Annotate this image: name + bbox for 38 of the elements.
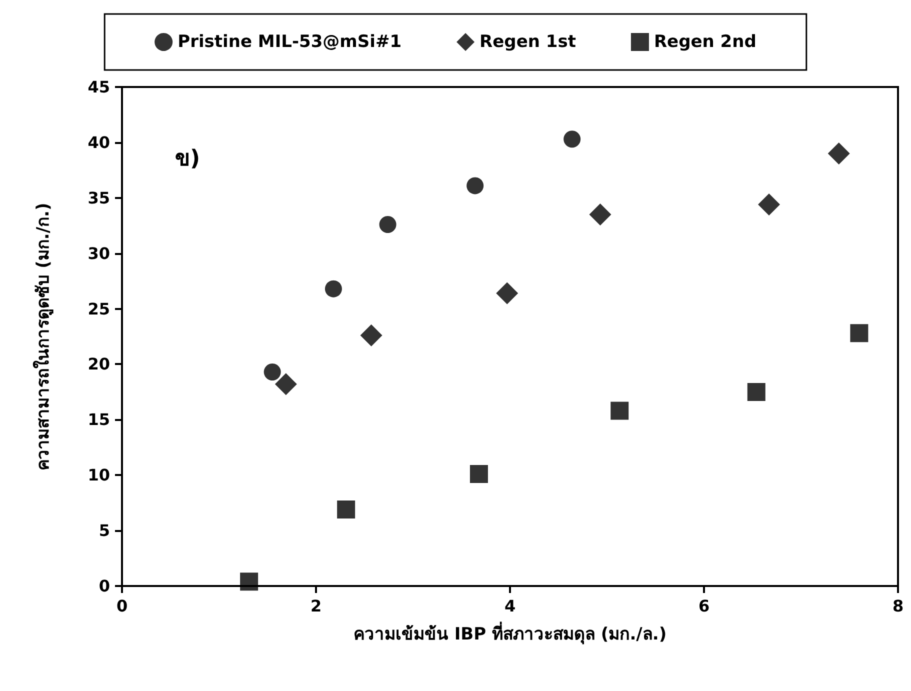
point bbox=[470, 465, 488, 483]
legend-label: Regen 2nd bbox=[654, 32, 756, 52]
y-tick-label: 15 bbox=[88, 410, 110, 430]
point bbox=[274, 373, 297, 396]
point bbox=[758, 194, 780, 216]
x-axis-title: ความเข้มข้น IBP ที่สภาวะสมดุล (มก./ล.) bbox=[353, 622, 667, 644]
point bbox=[496, 282, 518, 304]
point bbox=[264, 363, 281, 380]
point bbox=[466, 177, 484, 194]
x-tick-label: 6 bbox=[698, 596, 710, 616]
y-tick-label: 10 bbox=[88, 466, 110, 485]
y-tick-label: 25 bbox=[88, 299, 110, 318]
point bbox=[337, 500, 356, 518]
x-tick-label: 0 bbox=[116, 596, 128, 616]
point bbox=[610, 402, 629, 420]
y-tick-label: 0 bbox=[98, 576, 110, 596]
legend-label: Pristine MIL-53@mSi#1 bbox=[178, 32, 402, 52]
y-tick-label: 5 bbox=[98, 521, 110, 540]
y-tick-label: 20 bbox=[88, 354, 110, 374]
y-tick-label: 35 bbox=[88, 188, 110, 208]
point bbox=[324, 280, 342, 298]
point bbox=[240, 572, 258, 591]
x-tick-label: 4 bbox=[504, 596, 516, 616]
legend-label: Regen 1st bbox=[480, 32, 576, 52]
annotation: ข) bbox=[175, 146, 200, 172]
point bbox=[828, 142, 850, 165]
point bbox=[747, 382, 766, 401]
y-tick-label: 45 bbox=[88, 78, 110, 96]
point bbox=[360, 324, 382, 346]
x-tick-label: 8 bbox=[892, 596, 904, 616]
y-axis-title: ความสามารถในการดูดซับ (มก./ก.) bbox=[32, 202, 54, 470]
y-tick-label: 40 bbox=[88, 132, 110, 152]
point bbox=[379, 216, 396, 233]
x-tick-label: 2 bbox=[310, 596, 322, 616]
y-tick-label: 30 bbox=[88, 244, 110, 263]
point bbox=[589, 204, 612, 226]
point bbox=[850, 324, 868, 342]
point bbox=[564, 130, 581, 148]
